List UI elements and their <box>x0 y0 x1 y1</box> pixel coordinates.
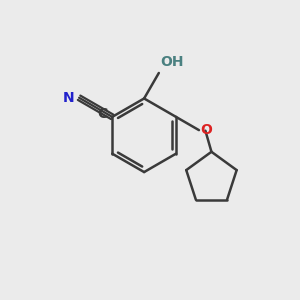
Text: N: N <box>63 91 75 105</box>
Text: OH: OH <box>160 56 184 69</box>
Text: O: O <box>200 123 212 137</box>
Text: C: C <box>97 107 107 121</box>
